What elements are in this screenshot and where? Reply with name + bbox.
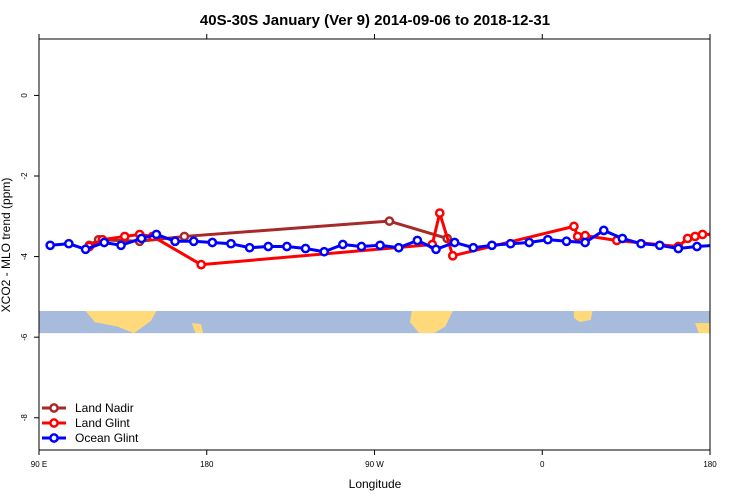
data-point xyxy=(196,259,207,270)
data-point xyxy=(731,241,738,248)
series-segment xyxy=(388,219,448,240)
map-strip xyxy=(39,310,710,334)
land-new-zealand-repeat xyxy=(695,323,710,334)
data-point xyxy=(136,233,147,244)
legend-swatch-marker xyxy=(49,403,59,413)
y-tick-label: -2 xyxy=(20,172,29,180)
x-axis-label: Longitude xyxy=(349,477,402,491)
data-point xyxy=(63,238,74,249)
data-point xyxy=(692,241,702,252)
series-segment xyxy=(438,212,455,257)
series-segment xyxy=(430,212,442,245)
data-point xyxy=(45,240,56,251)
y-tick-label: 0 xyxy=(20,93,29,98)
series-segment xyxy=(584,234,618,242)
data-point xyxy=(449,237,460,248)
data-point xyxy=(569,221,579,232)
series-segment xyxy=(734,245,750,250)
legend-label: Land Glint xyxy=(75,416,130,430)
data-point xyxy=(712,242,719,249)
data-point xyxy=(654,240,665,251)
data-point xyxy=(468,242,479,253)
legend-item: Ocean Glint xyxy=(42,431,139,445)
legend-label: Land Nadir xyxy=(75,401,134,415)
x-tick-label: 90 W xyxy=(365,460,384,469)
data-point xyxy=(505,238,516,249)
ocean-band xyxy=(39,310,710,334)
data-point xyxy=(542,234,553,245)
data-point xyxy=(412,235,423,246)
data-point xyxy=(263,241,274,252)
chart-title: 40S-30S January (Ver 9) 2014-09-06 to 20… xyxy=(200,12,550,29)
data-point xyxy=(697,229,708,240)
data-point xyxy=(690,231,700,242)
data-point xyxy=(170,236,180,247)
data-point xyxy=(99,237,110,248)
series-ocean-glint xyxy=(45,225,750,257)
data-point xyxy=(384,216,395,226)
data-point xyxy=(337,239,348,250)
data-point xyxy=(580,237,590,248)
data-point xyxy=(300,243,311,254)
legend-swatch-marker xyxy=(49,433,59,443)
data-point xyxy=(393,242,404,253)
x-tick-label: 180 xyxy=(200,460,214,469)
data-point xyxy=(431,244,441,255)
legend-label: Ocean Glint xyxy=(75,431,139,445)
data-point xyxy=(572,231,583,242)
land-australia xyxy=(85,310,157,334)
land-south-america xyxy=(409,310,453,334)
x-axis-top xyxy=(38,34,711,39)
data-point xyxy=(636,238,646,249)
data-point xyxy=(673,243,684,254)
data-point xyxy=(434,208,445,218)
x-tick-label: 0 xyxy=(540,460,545,469)
y-tick-label: -6 xyxy=(20,333,29,341)
series-segment xyxy=(714,234,731,264)
data-point xyxy=(226,238,236,249)
legend-item: Land Nadir xyxy=(42,401,134,415)
data-point xyxy=(179,231,190,242)
data-point xyxy=(319,246,330,257)
data-point xyxy=(207,237,218,248)
data-point xyxy=(487,240,497,251)
x-tick-label: 180 xyxy=(703,460,717,469)
data-point xyxy=(188,236,199,247)
data-point xyxy=(244,242,255,253)
series-segment xyxy=(716,245,735,246)
series-segment xyxy=(151,235,202,266)
x-tick-label: 90 E xyxy=(31,460,47,469)
y-axis: 0 -2 -4 -6 -8 xyxy=(20,93,39,422)
data-point xyxy=(447,250,458,261)
data-point xyxy=(119,231,130,242)
series-layer xyxy=(45,208,750,270)
series-segment xyxy=(184,219,390,238)
land-new-zealand xyxy=(191,323,204,334)
data-point xyxy=(682,233,693,244)
data-point xyxy=(151,229,162,240)
data-point xyxy=(375,240,385,251)
data-point xyxy=(116,240,126,251)
data-point xyxy=(356,241,367,252)
y-tick-label: -8 xyxy=(20,414,29,422)
legend-item: Land Glint xyxy=(42,416,130,430)
data-point xyxy=(617,233,628,244)
data-point xyxy=(708,231,710,238)
legend-swatch-marker xyxy=(49,418,59,428)
y-tick-label: -4 xyxy=(20,252,29,260)
data-point xyxy=(282,241,292,252)
data-point xyxy=(598,225,609,236)
data-point xyxy=(561,236,572,247)
data-point xyxy=(80,244,91,255)
data-point xyxy=(524,237,535,248)
land-africa xyxy=(573,310,593,323)
y-axis-label: XCO2 - MLO trend (ppm) xyxy=(0,178,13,313)
x-axis: 90 E 180 90 W 0 180 xyxy=(31,450,717,469)
data-point xyxy=(727,261,734,268)
